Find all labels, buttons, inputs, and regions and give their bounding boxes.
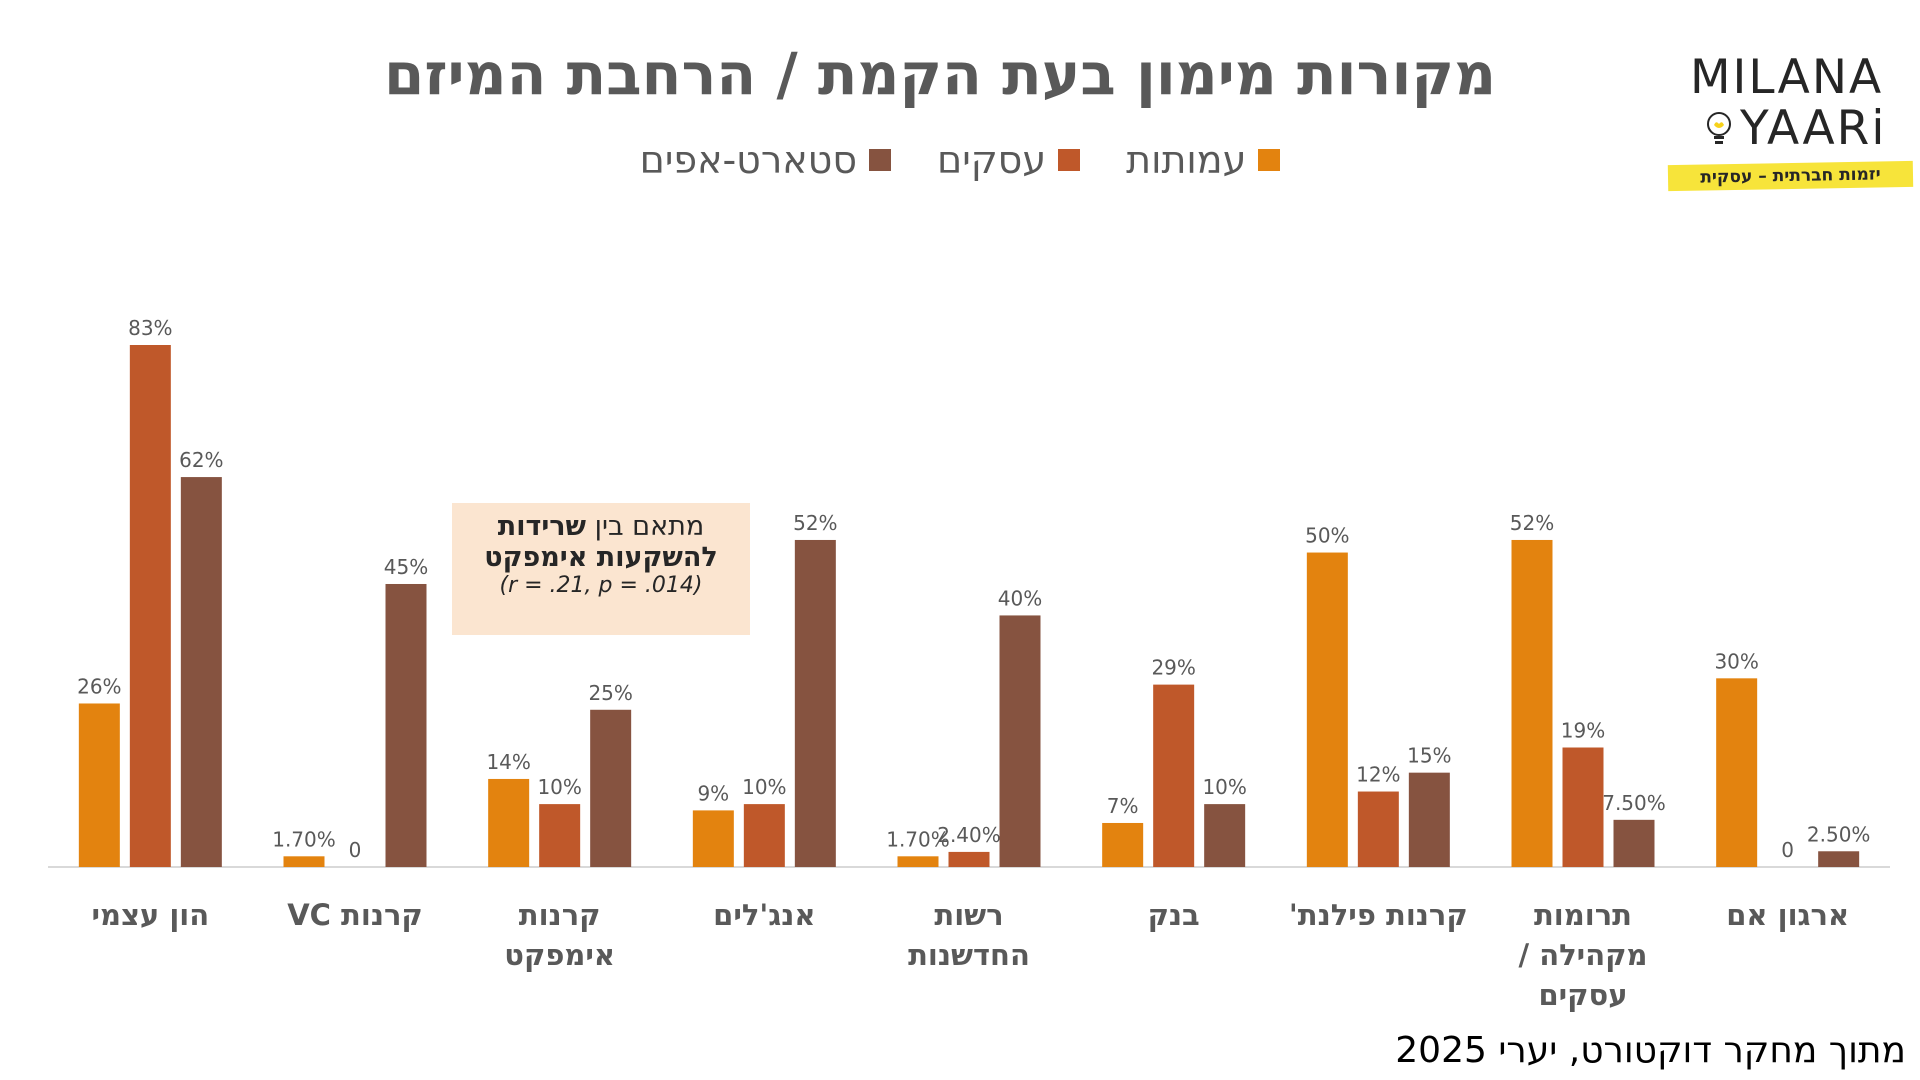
- legend-label: עמותות: [1126, 138, 1247, 182]
- category-label: מקהילה /: [1519, 938, 1648, 972]
- correlation-annotation: מתאם בין שרידות להשקעות אימפקט (r = .21,…: [452, 503, 750, 635]
- bar: [794, 539, 836, 867]
- legend-swatch: [1058, 149, 1081, 171]
- bar: [1153, 684, 1195, 867]
- data-label: 10%: [742, 775, 786, 799]
- logo: MILANA YAARi: [1690, 50, 1910, 156]
- category-label: קרנות VC: [287, 898, 423, 932]
- data-label: 15%: [1407, 744, 1451, 768]
- bar: [488, 778, 530, 867]
- category-label: עסקים: [1538, 978, 1627, 1012]
- data-label: 1.70%: [272, 827, 336, 851]
- legend-item-startups: סטארט-אפים: [640, 138, 891, 182]
- bar: [590, 709, 632, 867]
- bar: [1204, 804, 1246, 867]
- bar: [1613, 819, 1655, 867]
- bar: [1562, 747, 1604, 867]
- bar: [1306, 552, 1348, 867]
- logo-tagline: יזמות חברתית – עסקית: [1667, 160, 1914, 192]
- bar: [1408, 772, 1450, 867]
- bar: [897, 856, 939, 867]
- category-label: הון עצמי: [91, 898, 209, 932]
- category-label: רשות: [934, 898, 1003, 932]
- data-label: 10%: [537, 775, 581, 799]
- data-label: 2.50%: [1807, 822, 1871, 846]
- legend-item-nonprofits: עמותות: [1126, 138, 1281, 182]
- legend-label: סטארט-אפים: [639, 138, 857, 182]
- data-label: 26%: [77, 674, 121, 698]
- bar: [999, 615, 1041, 867]
- lightbulb-icon: [1707, 111, 1731, 144]
- bar: [129, 345, 171, 867]
- bar: [1716, 678, 1758, 867]
- bar: [1102, 822, 1144, 867]
- data-label: 10%: [1202, 775, 1246, 799]
- annotation-line2: להשקעות אימפקט: [484, 542, 718, 573]
- data-label: 0: [1781, 838, 1794, 862]
- data-label: 83%: [128, 316, 172, 340]
- data-label: 29%: [1151, 656, 1195, 680]
- bar: [283, 856, 325, 867]
- data-label: 7%: [1107, 794, 1139, 818]
- category-label: אנג'לים: [713, 898, 815, 932]
- category-label: קרנות פילנת': [1289, 898, 1468, 932]
- legend-swatch: [1258, 149, 1281, 171]
- logo-text-line2: YAARi: [1740, 101, 1887, 156]
- data-label: 0: [349, 838, 362, 862]
- bar: [78, 703, 120, 867]
- legend-swatch: [868, 149, 891, 171]
- bar: [1818, 851, 1860, 867]
- category-label: ארגון אם: [1726, 898, 1849, 932]
- category-label: תרומות: [1534, 898, 1632, 932]
- data-label: 62%: [179, 448, 223, 472]
- data-label: 45%: [384, 555, 428, 579]
- data-label: 1.70%: [886, 827, 950, 851]
- data-label: 14%: [486, 750, 530, 774]
- annotation-bold: שרידות: [497, 511, 587, 542]
- data-label: 12%: [1356, 763, 1400, 787]
- category-label: קרנות: [519, 898, 601, 932]
- bar: [180, 477, 222, 867]
- logo-text-line1: MILANA: [1690, 50, 1884, 105]
- bar: [1357, 791, 1399, 867]
- data-label: 52%: [1510, 511, 1554, 535]
- bar: [948, 851, 990, 867]
- data-label: 30%: [1714, 649, 1758, 673]
- bar: [692, 810, 734, 867]
- legend-label: עסקים: [936, 138, 1047, 182]
- source-note: מתוך מחקר דוקטורט, יערי 2025: [1395, 1030, 1906, 1071]
- logo-text-line2-row: YAARi: [1704, 101, 1910, 156]
- bar: [385, 583, 427, 867]
- data-label: 19%: [1561, 719, 1605, 743]
- bar: [743, 804, 785, 867]
- data-label: 25%: [588, 681, 632, 705]
- data-label: 7.50%: [1602, 791, 1666, 815]
- bar: [1511, 539, 1553, 867]
- legend-item-businesses: עסקים: [936, 138, 1081, 182]
- chart-legend: עמותות עסקים סטארט-אפים: [0, 138, 1920, 182]
- annotation-stats: (r = .21, p = .014): [499, 573, 703, 598]
- data-label: 9%: [697, 781, 729, 805]
- category-label: החדשנות: [908, 938, 1030, 972]
- data-label: 50%: [1305, 524, 1349, 548]
- category-label: אימפקט: [504, 938, 615, 972]
- annotation-prefix: מתאם בין: [586, 511, 705, 542]
- annotation-line1: מתאם בין שרידות: [452, 511, 750, 542]
- data-label: 40%: [998, 586, 1042, 610]
- chart-title: מקורות מימון בעת הקמת / הרחבת המיזם: [383, 40, 1497, 108]
- data-label: 2.40%: [937, 823, 1001, 847]
- category-label: בנק: [1148, 898, 1200, 932]
- data-label: 52%: [793, 511, 837, 535]
- bar: [539, 804, 581, 867]
